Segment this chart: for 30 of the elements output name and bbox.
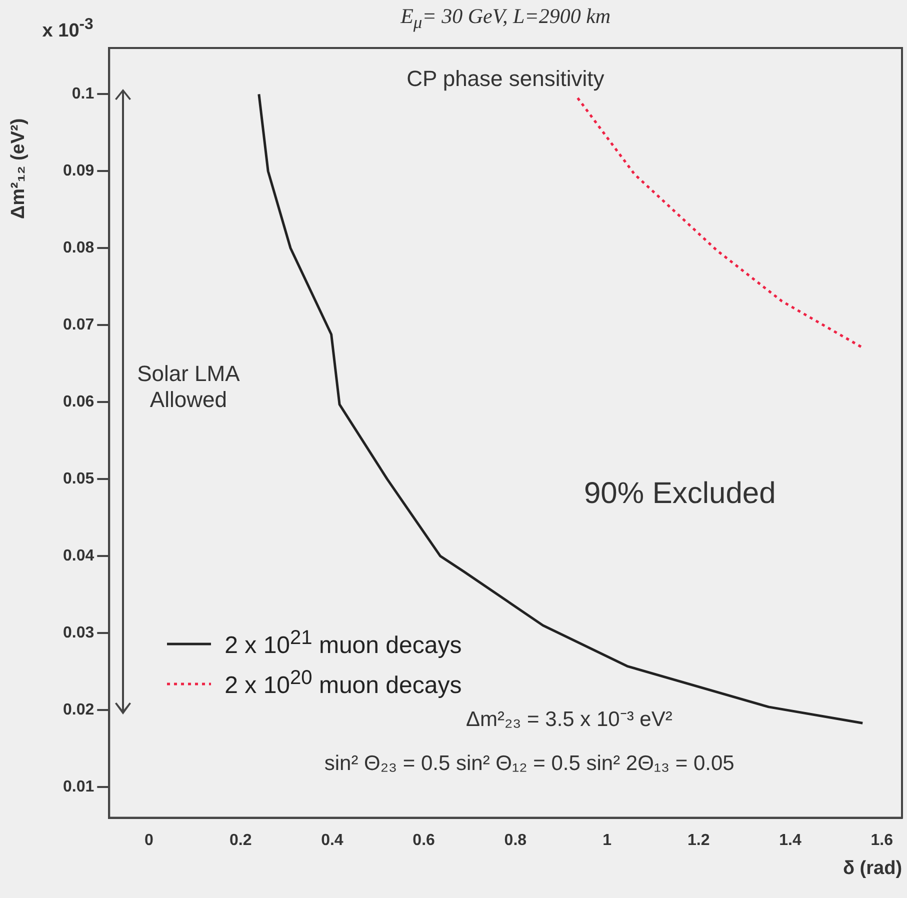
x-tick-label: 0.6 — [412, 832, 436, 849]
x-axis-title: δ (rad) — [843, 858, 902, 880]
chart-title: E$_{μ}$= 30 GeV, L=2900 km — [400, 4, 611, 34]
x-tick-label: 0.8 — [504, 832, 527, 849]
x-tick-label: 1 — [602, 832, 612, 849]
annotation: 90% Excluded — [584, 477, 776, 512]
x-tick-label: 0.2 — [229, 832, 252, 849]
y-tick-label: 0.08 — [63, 240, 94, 257]
x-tick-label: 0 — [144, 832, 154, 849]
y-tick-label: 0.06 — [63, 394, 94, 411]
legend-label: 2 x 10$^{20}$ muon decays — [224, 667, 462, 700]
y-axis-title: Δm²₁₂ (eV²) — [8, 118, 30, 218]
annotation: CP phase sensitivity — [406, 66, 604, 92]
y-tick-label: 0.04 — [63, 547, 94, 564]
y-tick-label: 0.03 — [63, 624, 94, 642]
y-tick-label: 0.1 — [72, 86, 94, 103]
y-tick-label: 0.05 — [63, 470, 94, 488]
y-tick-label: 0.01 — [63, 778, 94, 796]
y-tick-label: 0.02 — [63, 701, 94, 718]
y-tick-label: 0.07 — [63, 316, 94, 334]
annotation: Δm²₂₃ = 3.5 x 10⁻³ eV² — [466, 706, 672, 732]
x-tick-label: 0.4 — [321, 832, 344, 849]
y-tick-label: 0.09 — [63, 162, 94, 180]
annotation: Solar LMA Allowed — [136, 360, 241, 413]
x-tick-label: 1.4 — [779, 832, 802, 849]
x-tick-label: 1.6 — [870, 832, 894, 849]
text: x 10$^{-3}$ — [42, 16, 94, 42]
x-tick-label: 1.2 — [688, 832, 710, 849]
legend-label: 2 x 10$^{21}$ muon decays — [224, 627, 462, 660]
annotation: sin² Θ₂₃ = 0.5 sin² Θ₁₂ = 0.5 sin² 2Θ₁₃ = 0.05 — [324, 752, 734, 776]
